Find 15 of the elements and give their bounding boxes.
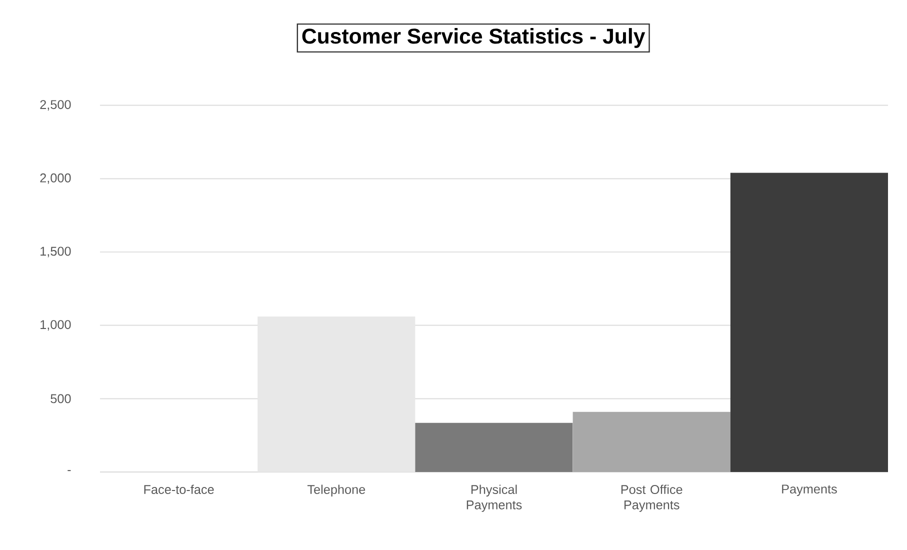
y-tick-label: 1,000 xyxy=(40,320,71,331)
y-tick-label: - xyxy=(68,470,71,472)
y-tick-label: 2,500 xyxy=(40,100,71,111)
y-tick-label: 500 xyxy=(50,394,71,404)
x-tick-label: Payments xyxy=(782,484,837,496)
x-tick-label: Telephone xyxy=(307,484,366,497)
bar xyxy=(572,412,730,472)
y-tick-label: 1,500 xyxy=(40,246,71,258)
x-tick-label: Post Office Payments xyxy=(621,484,682,512)
x-tick-label: Physical Payments xyxy=(466,484,522,512)
bar xyxy=(415,422,573,472)
x-tick-label: Face-to-face xyxy=(144,484,214,494)
bar xyxy=(730,172,888,472)
y-tick-label: 2,000 xyxy=(40,173,71,184)
chart-title: Customer Service Statistics - July xyxy=(302,28,646,48)
